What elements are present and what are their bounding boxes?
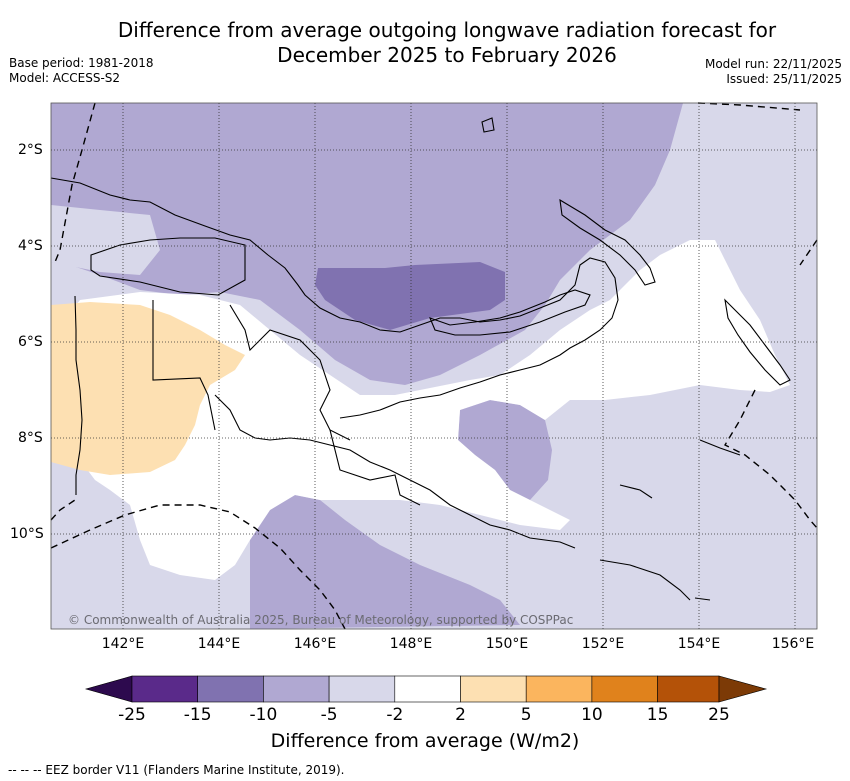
anomaly-region-minus5-west (51, 205, 160, 275)
new-ireland (559, 198, 656, 286)
colorbar-bin-7 (525, 675, 593, 703)
louisiade-islands (599, 559, 711, 601)
colorbar-tick: 5 (520, 705, 532, 725)
manus-island (481, 117, 495, 133)
meta-right: Model run: 22/11/2025 Issued: 25/11/2025 (705, 57, 842, 87)
colorbar-bin-2 (197, 675, 264, 703)
copyright-credit: © Commonwealth of Australia 2025, Bureau… (68, 613, 574, 627)
chart-title: Difference from average outgoing longwav… (0, 18, 850, 68)
title-line-2: December 2025 to February 2026 (277, 43, 617, 67)
neutral-region (65, 240, 790, 580)
lat-label-2s: 2°S (18, 142, 43, 158)
colorbar-bin-3 (263, 675, 330, 703)
meta-left: Base period: 1981-2018 Model: ACCESS-S2 (9, 56, 154, 86)
colorbar-tick: -2 (386, 705, 404, 725)
issued-date: Issued: 25/11/2025 (726, 72, 842, 86)
lat-label-4s: 4°S (18, 238, 43, 254)
colorbar (84, 675, 768, 703)
coastlines (50, 117, 791, 601)
anomaly-region-minus10-south (250, 495, 520, 629)
colorbar-extend-low (84, 675, 133, 703)
lon-label-154: 154°E (677, 636, 721, 652)
anomaly-region-plus2-west (51, 302, 245, 475)
lon-label-152: 152°E (581, 636, 625, 652)
colorbar-tick: -25 (118, 705, 146, 725)
colorbar-bin-4 (328, 675, 396, 703)
new-guinea-south-coast (214, 394, 576, 549)
lat-label-10s: 10°S (10, 526, 44, 542)
eez-north-east (697, 102, 801, 111)
colorbar-bin-9 (657, 675, 720, 703)
new-guinea-north-coast (50, 177, 619, 419)
colorbar-tick: -5 (320, 705, 338, 725)
papua-west-coast (74, 295, 83, 495)
new-britain (429, 289, 591, 336)
eez-borders (50, 102, 818, 630)
lon-label-146: 146°E (293, 636, 337, 652)
border-png-indonesia (152, 300, 216, 431)
colorbar-bin-6 (460, 675, 527, 703)
colorbar-bin-1 (131, 675, 198, 703)
solomon-islands (619, 439, 741, 499)
eez-south-west (50, 499, 76, 521)
graticule (51, 103, 817, 629)
colorbar-tick: -15 (183, 705, 212, 725)
title-line-1: Difference from average outgoing longwav… (117, 18, 777, 42)
eez-south-east (724, 389, 818, 529)
colorbar-tick: 15 (646, 705, 669, 725)
colorbar-tick: 2 (455, 705, 466, 725)
lon-label-156: 156°E (771, 636, 815, 652)
eez-east (799, 239, 818, 266)
colorbar-tick: 10 (581, 705, 603, 725)
lon-label-148: 148°E (389, 636, 433, 652)
lat-label-6s: 6°S (18, 334, 43, 350)
lat-label-8s: 8°S (18, 430, 43, 446)
colorbar-bin-8 (591, 675, 658, 703)
eez-west (54, 102, 96, 263)
colorbar-extend-high (718, 675, 768, 703)
colorbar-tick: -10 (249, 705, 278, 725)
model-run: Model run: 22/11/2025 (704, 57, 842, 71)
lon-label-142: 142°E (101, 636, 145, 652)
colorbar-label: Difference from average (W/m2) (270, 730, 580, 752)
eez-footnote: -- -- -- EEZ border V11 (Flanders Marine… (8, 763, 345, 777)
map-frame (50, 102, 818, 630)
lon-label-144: 144°E (197, 636, 241, 652)
colorbar-bin-5 (394, 675, 461, 703)
lon-label-150: 150°E (485, 636, 529, 652)
colorbar-tick: 25 (708, 705, 730, 725)
anomaly-region-minus10-central (458, 400, 552, 500)
eez-south (50, 504, 346, 630)
model-name: Model: ACCESS-S2 (9, 71, 121, 85)
anomaly-region-minus15-core (315, 262, 505, 330)
bougainville (724, 298, 791, 386)
base-period: Base period: 1981-2018 (9, 56, 154, 70)
admin-boundaries (90, 237, 421, 506)
